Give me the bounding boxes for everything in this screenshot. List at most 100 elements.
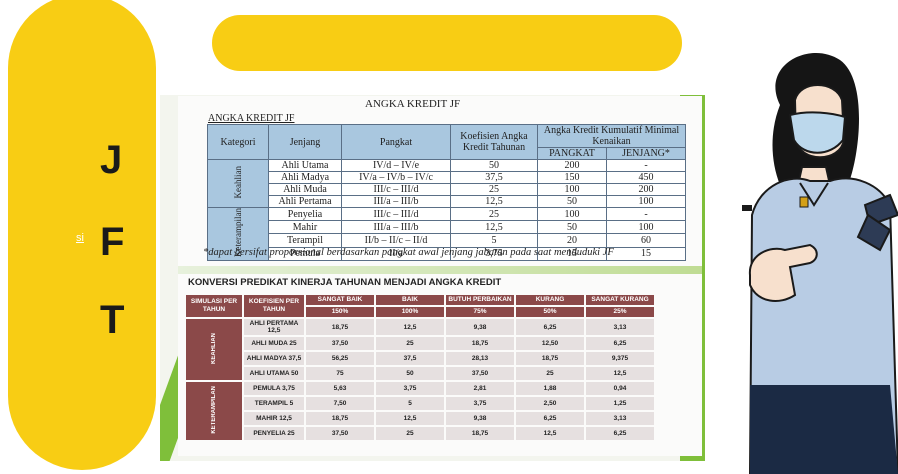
jenjang-cell: Pemula [268, 246, 342, 261]
col-header: BAIK [374, 293, 446, 307]
value-cell: 37,50 [444, 365, 516, 382]
value-cell: 3,13 [584, 410, 656, 427]
value-cell: 12,5 [374, 410, 446, 427]
row-label: AHLI MADYA 37,5 [242, 350, 306, 367]
value-cell: 5,63 [304, 380, 376, 397]
value-cell: 6,25 [514, 317, 586, 337]
table-row: TERAMPIL 5 7,50 5 3,75 2,50 1,25 [185, 395, 656, 412]
col-kum-jenjang: JENJANG* [606, 147, 686, 160]
pangkat-cell: IV/a – IV/b – IV/c [341, 171, 451, 184]
value-cell: 18,75 [444, 335, 516, 352]
kumulatif-pangkat-cell: 150 [537, 171, 607, 184]
category-label: KEAHLIAN [210, 333, 217, 364]
table-row: AHLI UTAMA 50 75 50 37,50 25 12,5 [185, 365, 656, 382]
value-cell: 0,94 [584, 380, 656, 397]
table-row: KETERAMPILAN PEMULA 3,75 5,63 3,75 2,81 1,88 0… [184, 380, 656, 442]
value-cell: 18,75 [304, 410, 376, 427]
kumulatif-pangkat-cell: 20 [537, 233, 607, 248]
kumulatif-jenjang-cell: 15 [606, 246, 686, 261]
value-cell: 18,75 [304, 317, 376, 337]
value-cell: 37,50 [304, 425, 376, 442]
table2-title: KONVERSI PREDIKAT KINERJA TAHUNAN MENJAD… [188, 277, 502, 288]
table-row: Ahli Muda III/c – III/d 25 100 200 [208, 183, 686, 196]
col-kategori: Kategori [207, 124, 269, 160]
category-label: Keahlian [232, 165, 243, 199]
percent-header: 100% [374, 305, 446, 319]
divider-ribbon [178, 266, 702, 274]
col-kumulatif: Angka Kredit Kumulatif Minimal Kenaikan [537, 124, 686, 148]
col-header: SANGAT BAIK [304, 293, 376, 307]
koefisien-cell: 50 [450, 159, 538, 172]
percent-header: 150% [304, 305, 376, 319]
col-pangkat: Pangkat [341, 124, 451, 160]
value-cell: 12,5 [514, 425, 586, 442]
kumulatif-pangkat-cell: 15 [537, 246, 607, 261]
value-cell: 2,50 [514, 395, 586, 412]
jenjang-cell: Mahir [268, 220, 342, 235]
kumulatif-pangkat-cell: 100 [537, 183, 607, 196]
value-cell: 18,75 [514, 350, 586, 367]
table-row: Ahli Pertama III/a – III/b 12,5 50 100 [208, 195, 686, 208]
small-link[interactable]: si [76, 232, 84, 244]
percent-header: 25% [584, 305, 656, 319]
value-cell: 75 [304, 365, 376, 382]
pangkat-cell: III/c – III/d [341, 183, 451, 196]
table-row: PENYELIA 25 37,50 25 18,75 12,5 6,25 [185, 425, 656, 442]
kumulatif-jenjang-cell: - [606, 159, 686, 172]
letter-j: J [100, 138, 123, 182]
value-cell: 37,50 [304, 335, 376, 352]
row-label: TERAMPIL 5 [242, 395, 306, 412]
value-cell: 6,25 [514, 410, 586, 427]
kumulatif-jenjang-cell: - [606, 206, 686, 222]
angka-kredit-table: Kategori Jenjang Pangkat Koefisien Angka… [207, 124, 686, 261]
row-label: AHLI PERTAMA 12,5 [242, 317, 306, 337]
col-header: BUTUH PERBAIKAN [444, 293, 516, 307]
value-cell: 37,5 [374, 350, 446, 367]
category-label: KETERAMPILAN [210, 386, 217, 434]
col-jenjang: Jenjang [268, 124, 342, 160]
value-cell: 5 [374, 395, 446, 412]
value-cell: 3,75 [374, 380, 446, 397]
table-row: Pemula II/a 3,75 15 15 [208, 246, 686, 261]
kumulatif-jenjang-cell: 200 [606, 183, 686, 196]
value-cell: 28,13 [444, 350, 516, 367]
value-cell: 50 [374, 365, 446, 382]
kumulatif-pangkat-cell: 200 [537, 159, 607, 172]
table1-footnote: *dapat bersifat proporsional berdasarkan… [203, 247, 614, 258]
koefisien-cell: 25 [450, 183, 538, 196]
pangkat-cell: II/a [341, 246, 451, 261]
jenjang-cell: Ahli Pertama [268, 195, 342, 208]
value-cell: 3,75 [444, 395, 516, 412]
pangkat-cell: IV/d – IV/e [341, 159, 451, 172]
value-cell: 1,88 [514, 380, 586, 397]
table-row: MAHIR 12,5 18,75 12,5 9,38 6,25 3,13 [185, 410, 656, 427]
col-koefisien: Koefisien Angka Kredit Tahunan [450, 124, 538, 160]
table-row: Mahir III/a – III/b 12,5 50 100 [208, 220, 686, 235]
table-row: AHLI MADYA 37,5 56,25 37,5 28,13 18,75 9,375 [185, 350, 656, 367]
col-header: SIMULASI PER TAHUN [184, 293, 244, 319]
koefisien-cell: 12,5 [450, 195, 538, 208]
value-cell: 25 [374, 335, 446, 352]
value-cell: 6,25 [584, 425, 656, 442]
jenjang-cell: Ahli Muda [268, 183, 342, 196]
letter-t: T [100, 298, 125, 342]
percent-header: 50% [514, 305, 586, 319]
pangkat-cell: III/a – III/b [341, 195, 451, 208]
value-cell: 12,5 [584, 365, 656, 382]
value-cell: 7,50 [304, 395, 376, 412]
table-row: Ahli Madya IV/a – IV/b – IV/c 37,5 150 450 [208, 171, 686, 184]
kumulatif-pangkat-cell: 50 [537, 220, 607, 235]
kumulatif-pangkat-cell: 50 [537, 195, 607, 208]
jenjang-cell: Terampil [268, 233, 342, 248]
kumulatif-jenjang-cell: 100 [606, 220, 686, 235]
value-cell: 2,81 [444, 380, 516, 397]
value-cell: 9,375 [584, 350, 656, 367]
col-header: KURANG [514, 293, 586, 307]
value-cell: 56,25 [304, 350, 376, 367]
value-cell: 9,38 [444, 410, 516, 427]
category-cell: KEAHLIAN [184, 317, 244, 382]
category-cell: KETERAMPILAN [184, 380, 244, 442]
table-row: Keahlian Ahli Utama IV/d – IV/e 50 200- [207, 159, 686, 208]
left-yellow-banner [8, 0, 156, 470]
category-cell: Keahlian [207, 159, 269, 208]
